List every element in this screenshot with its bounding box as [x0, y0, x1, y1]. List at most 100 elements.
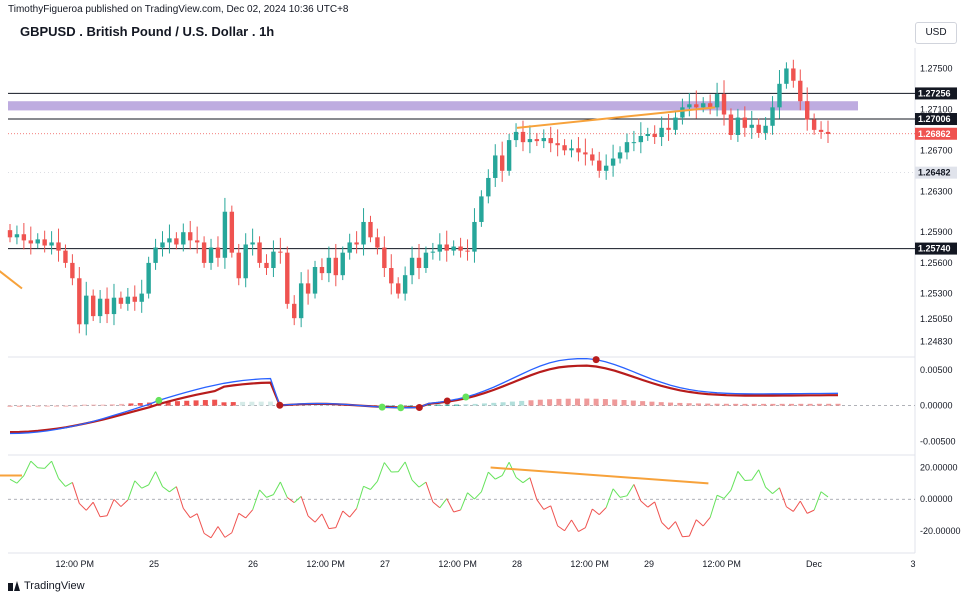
candle-body [506, 140, 512, 171]
oscillator-segment [550, 505, 559, 527]
macd-histogram-bar [221, 402, 227, 406]
macd-histogram-bar [723, 403, 729, 406]
macd-cross-dot [155, 396, 163, 404]
symbol-title[interactable]: GBPUSD . British Pound / U.S. Dollar . 1… [20, 24, 275, 39]
y-tick-label: 1.25300 [920, 289, 953, 299]
candle-body [257, 242, 262, 263]
x-tick-label: 3 [910, 559, 915, 569]
candle-body [118, 297, 124, 304]
oscillator-segment [92, 502, 101, 517]
macd-histogram-bar [816, 403, 822, 406]
oscillator-segment [820, 491, 829, 498]
macd-histogram-bar [249, 401, 255, 406]
macd-histogram-bar [444, 404, 450, 406]
macd-histogram-bar [640, 401, 646, 406]
currency-button[interactable]: USD [915, 22, 957, 44]
candle-body [534, 139, 540, 142]
oscillator-segment [231, 513, 240, 533]
price-level-label: 1.26482 [918, 168, 951, 178]
candle-body [84, 295, 89, 325]
macd-histogram-bar [35, 405, 41, 407]
candle-body [42, 239, 47, 246]
oscillator-segment [141, 484, 149, 489]
x-tick-label: 25 [149, 559, 159, 569]
oscillator-segment [647, 501, 655, 508]
macd-histogram-bar [788, 403, 794, 406]
candle-body [271, 251, 276, 269]
macd-histogram-bar [602, 399, 608, 406]
oscillator-segment [439, 498, 448, 509]
candle-body [756, 124, 761, 133]
oscillator-segment [134, 480, 143, 489]
macd-histogram-bar [63, 405, 69, 407]
candle-body [687, 104, 692, 108]
oscillator-segment [467, 492, 475, 500]
oscillator-segment [792, 500, 801, 512]
candle-body [638, 136, 644, 143]
candle-body [208, 247, 214, 263]
candle-body [292, 303, 297, 319]
oscillator-segment [203, 532, 212, 539]
candle-body [624, 142, 630, 153]
candle-body [437, 244, 442, 252]
trendline [516, 106, 716, 129]
macd-histogram-bar [751, 403, 757, 406]
candle-body [139, 293, 144, 302]
candle-body [791, 68, 796, 81]
candle-body [465, 250, 470, 252]
candle-body [132, 296, 137, 302]
price-level-tag [915, 242, 957, 255]
candle-body [326, 257, 332, 274]
oscillator-segment [51, 460, 59, 479]
macd-pane [7, 356, 915, 435]
candle-body [597, 160, 602, 171]
candle-body [520, 131, 526, 143]
candle-body [229, 211, 235, 253]
oscillator-trendline [490, 466, 709, 485]
candle-body [555, 143, 560, 146]
oscillator-segment [668, 521, 676, 530]
macd-cross-dot [443, 397, 451, 405]
oscillator-segment [44, 460, 52, 469]
oscillator-segment [460, 492, 468, 511]
candle-body [70, 262, 75, 279]
candle-body [610, 158, 616, 166]
candle-body [90, 295, 96, 317]
oscillator-segment [363, 485, 371, 490]
macd-cross-dot [397, 404, 405, 412]
candle-body [499, 155, 505, 171]
candle-body [617, 152, 623, 159]
candle-body [694, 104, 699, 108]
candle-body [194, 240, 200, 243]
macd-histogram-bar [742, 403, 748, 406]
candle-body [63, 250, 68, 263]
publisher-line: TimothyFigueroa published on TradingView… [8, 4, 349, 15]
oscillator-segment [272, 481, 281, 495]
macd-histogram-bar [193, 400, 199, 406]
oscillator-segment [23, 460, 32, 476]
oscillator-segment [730, 471, 739, 491]
macd-histogram-bar [677, 402, 683, 406]
y-tick-label: 1.27100 [920, 104, 953, 114]
candle-body [104, 298, 110, 315]
candle-body [472, 221, 477, 252]
oscillator-segment [688, 519, 697, 537]
oscillator-segment [162, 486, 170, 493]
candle-body [451, 246, 456, 251]
candle-body [402, 275, 408, 294]
oscillator-segment [543, 505, 551, 510]
macd-histogram-bar [779, 403, 785, 406]
oscillator-segment [370, 480, 378, 490]
oscillator-segment [806, 509, 815, 514]
oscillator-segment [584, 508, 593, 528]
tradingview-brand[interactable]: TradingView [8, 580, 85, 592]
y-tick-label: 0.00000 [920, 494, 953, 504]
candle-body [14, 234, 20, 238]
oscillator-segment [487, 471, 496, 480]
candle-body [541, 138, 546, 142]
oscillator-segment [16, 475, 25, 484]
candle-body [825, 131, 831, 134]
candle-body [659, 127, 664, 138]
axes: 12:00 PM 25 26 12:00 PM 27 12:00 PM 28 12:00 PM… [56, 63, 961, 569]
